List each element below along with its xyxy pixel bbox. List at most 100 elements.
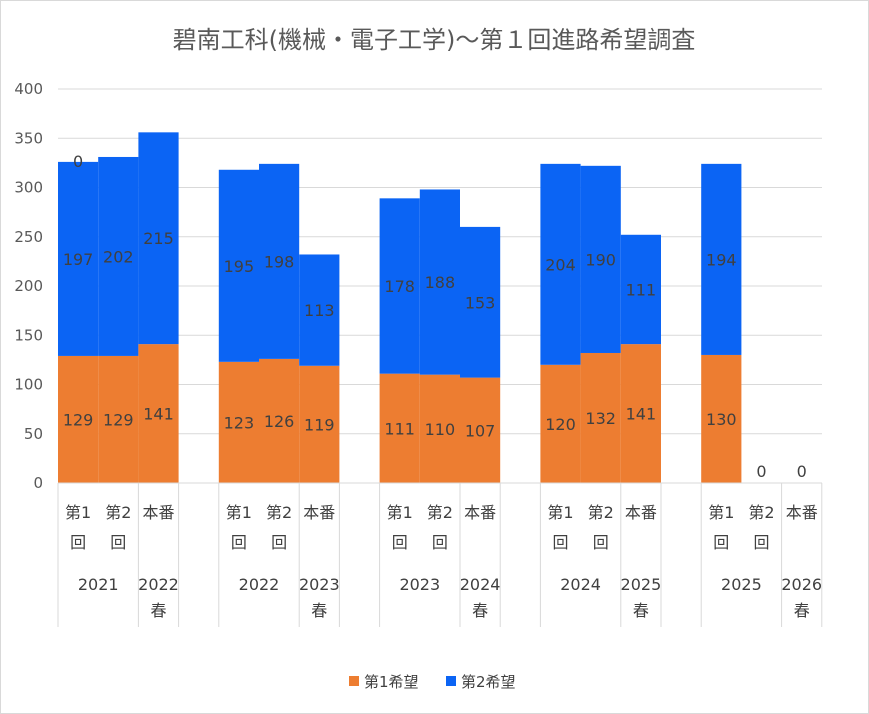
bar-category-label: 第2 bbox=[427, 503, 453, 522]
legend-label: 第1希望 bbox=[364, 673, 419, 691]
year-label: 2022 bbox=[239, 575, 280, 594]
bar-second-choice bbox=[540, 163, 581, 365]
spring-label: 春 bbox=[472, 601, 488, 620]
bar-category-label: 第2 bbox=[588, 503, 614, 522]
data-label: 141 bbox=[143, 405, 174, 424]
bar-second-choice bbox=[580, 165, 621, 353]
spring-label: 2024 bbox=[460, 575, 501, 594]
spring-label: 2026 bbox=[781, 575, 822, 594]
data-label: 126 bbox=[264, 412, 295, 431]
legend: 第1希望 第2希望 bbox=[349, 673, 516, 691]
bar-category-label: 本番 bbox=[142, 503, 174, 522]
chart-title: 碧南工科(機械・電子工学)～第１回進路希望調査 bbox=[173, 26, 696, 54]
bar-category-label: 第1 bbox=[708, 503, 734, 522]
legend-swatch bbox=[446, 676, 456, 686]
year-label: 2025 bbox=[721, 575, 762, 594]
bar-second-choice bbox=[259, 163, 300, 359]
bar-category-label: 回 bbox=[231, 533, 247, 552]
bar-second-choice bbox=[419, 189, 460, 375]
y-tick-label: 50 bbox=[24, 425, 43, 443]
bar-first-choice bbox=[58, 355, 99, 483]
bar-category-label: 回 bbox=[110, 533, 126, 552]
bar-first-choice bbox=[580, 352, 621, 483]
y-tick-label: 0 bbox=[33, 474, 43, 492]
data-label: 113 bbox=[304, 301, 335, 320]
y-tick-label: 150 bbox=[14, 326, 43, 344]
bar-category-label: 第2 bbox=[748, 503, 774, 522]
data-label: 119 bbox=[304, 415, 335, 434]
data-label: 111 bbox=[384, 419, 415, 438]
bar-second-choice bbox=[701, 163, 742, 355]
data-label: 178 bbox=[384, 277, 415, 296]
data-label: 0 bbox=[73, 152, 83, 171]
spring-label: 2023 bbox=[299, 575, 340, 594]
data-label: 195 bbox=[224, 257, 255, 276]
bar-first-choice bbox=[138, 344, 179, 483]
y-tick-label: 400 bbox=[14, 80, 43, 98]
bar-category-label: 第1 bbox=[387, 503, 413, 522]
bar-first-choice bbox=[98, 355, 139, 483]
bar-category-label: 本番 bbox=[464, 503, 496, 522]
data-label: 194 bbox=[706, 250, 737, 269]
data-label: 129 bbox=[63, 410, 94, 429]
data-label: 0 bbox=[756, 462, 766, 481]
spring-label: 春 bbox=[311, 601, 327, 620]
data-label: 111 bbox=[626, 280, 657, 299]
bar-category-label: 本番 bbox=[625, 503, 657, 522]
bar-second-choice bbox=[138, 132, 179, 345]
bar-second-choice bbox=[218, 169, 259, 362]
data-label: 198 bbox=[264, 252, 295, 271]
bar-category-label: 回 bbox=[392, 533, 408, 552]
data-label: 204 bbox=[545, 255, 576, 274]
spring-label: 春 bbox=[633, 601, 649, 620]
y-tick-label: 250 bbox=[14, 228, 43, 246]
bar-category-label: 回 bbox=[593, 533, 609, 552]
data-label: 190 bbox=[585, 250, 616, 269]
bar-category-label: 第1 bbox=[65, 503, 91, 522]
spring-label: 春 bbox=[150, 601, 166, 620]
data-label: 202 bbox=[103, 247, 134, 266]
bar-second-choice bbox=[379, 198, 420, 374]
data-label: 141 bbox=[626, 405, 657, 424]
bar-category-label: 回 bbox=[552, 533, 568, 552]
bar-category-label: 本番 bbox=[786, 503, 818, 522]
year-label: 2023 bbox=[399, 575, 440, 594]
data-label: 110 bbox=[425, 420, 456, 439]
bar-category-label: 回 bbox=[70, 533, 86, 552]
data-label: 129 bbox=[103, 410, 134, 429]
bar-category-label: 第2 bbox=[105, 503, 131, 522]
spring-label: 2022 bbox=[138, 575, 179, 594]
data-label: 197 bbox=[63, 250, 94, 269]
bar-category-label: 本番 bbox=[303, 503, 335, 522]
bar-first-choice bbox=[701, 354, 742, 483]
bar-first-choice bbox=[460, 377, 501, 483]
bar-first-choice bbox=[299, 365, 340, 483]
legend-swatch bbox=[349, 676, 359, 686]
data-label: 123 bbox=[224, 413, 255, 432]
data-label: 120 bbox=[545, 415, 576, 434]
bar-second-choice bbox=[299, 254, 340, 366]
year-label: 2021 bbox=[78, 575, 119, 594]
data-label: 153 bbox=[465, 293, 496, 312]
bar-category-label: 回 bbox=[753, 533, 769, 552]
data-labels: 129 197 129 202 141 215 123 195 126 198 119 113 111 1… bbox=[63, 152, 807, 481]
data-label: 132 bbox=[585, 409, 616, 428]
data-label: 188 bbox=[425, 273, 456, 292]
bar-category-label: 第1 bbox=[226, 503, 252, 522]
bar-second-choice bbox=[98, 156, 139, 356]
data-label: 215 bbox=[143, 229, 174, 248]
bar-first-choice bbox=[540, 364, 581, 483]
bar-category-label: 回 bbox=[713, 533, 729, 552]
bars bbox=[58, 132, 742, 483]
spring-label: 春 bbox=[794, 601, 810, 620]
bar-category-label: 回 bbox=[432, 533, 448, 552]
bar-second-choice bbox=[460, 226, 501, 378]
bar-first-choice bbox=[218, 361, 259, 483]
bar-first-choice bbox=[419, 374, 460, 483]
bar-first-choice bbox=[259, 358, 300, 483]
bar-category-label: 回 bbox=[271, 533, 287, 552]
y-tick-label: 350 bbox=[14, 129, 43, 147]
bar-category-label: 第1 bbox=[547, 503, 573, 522]
